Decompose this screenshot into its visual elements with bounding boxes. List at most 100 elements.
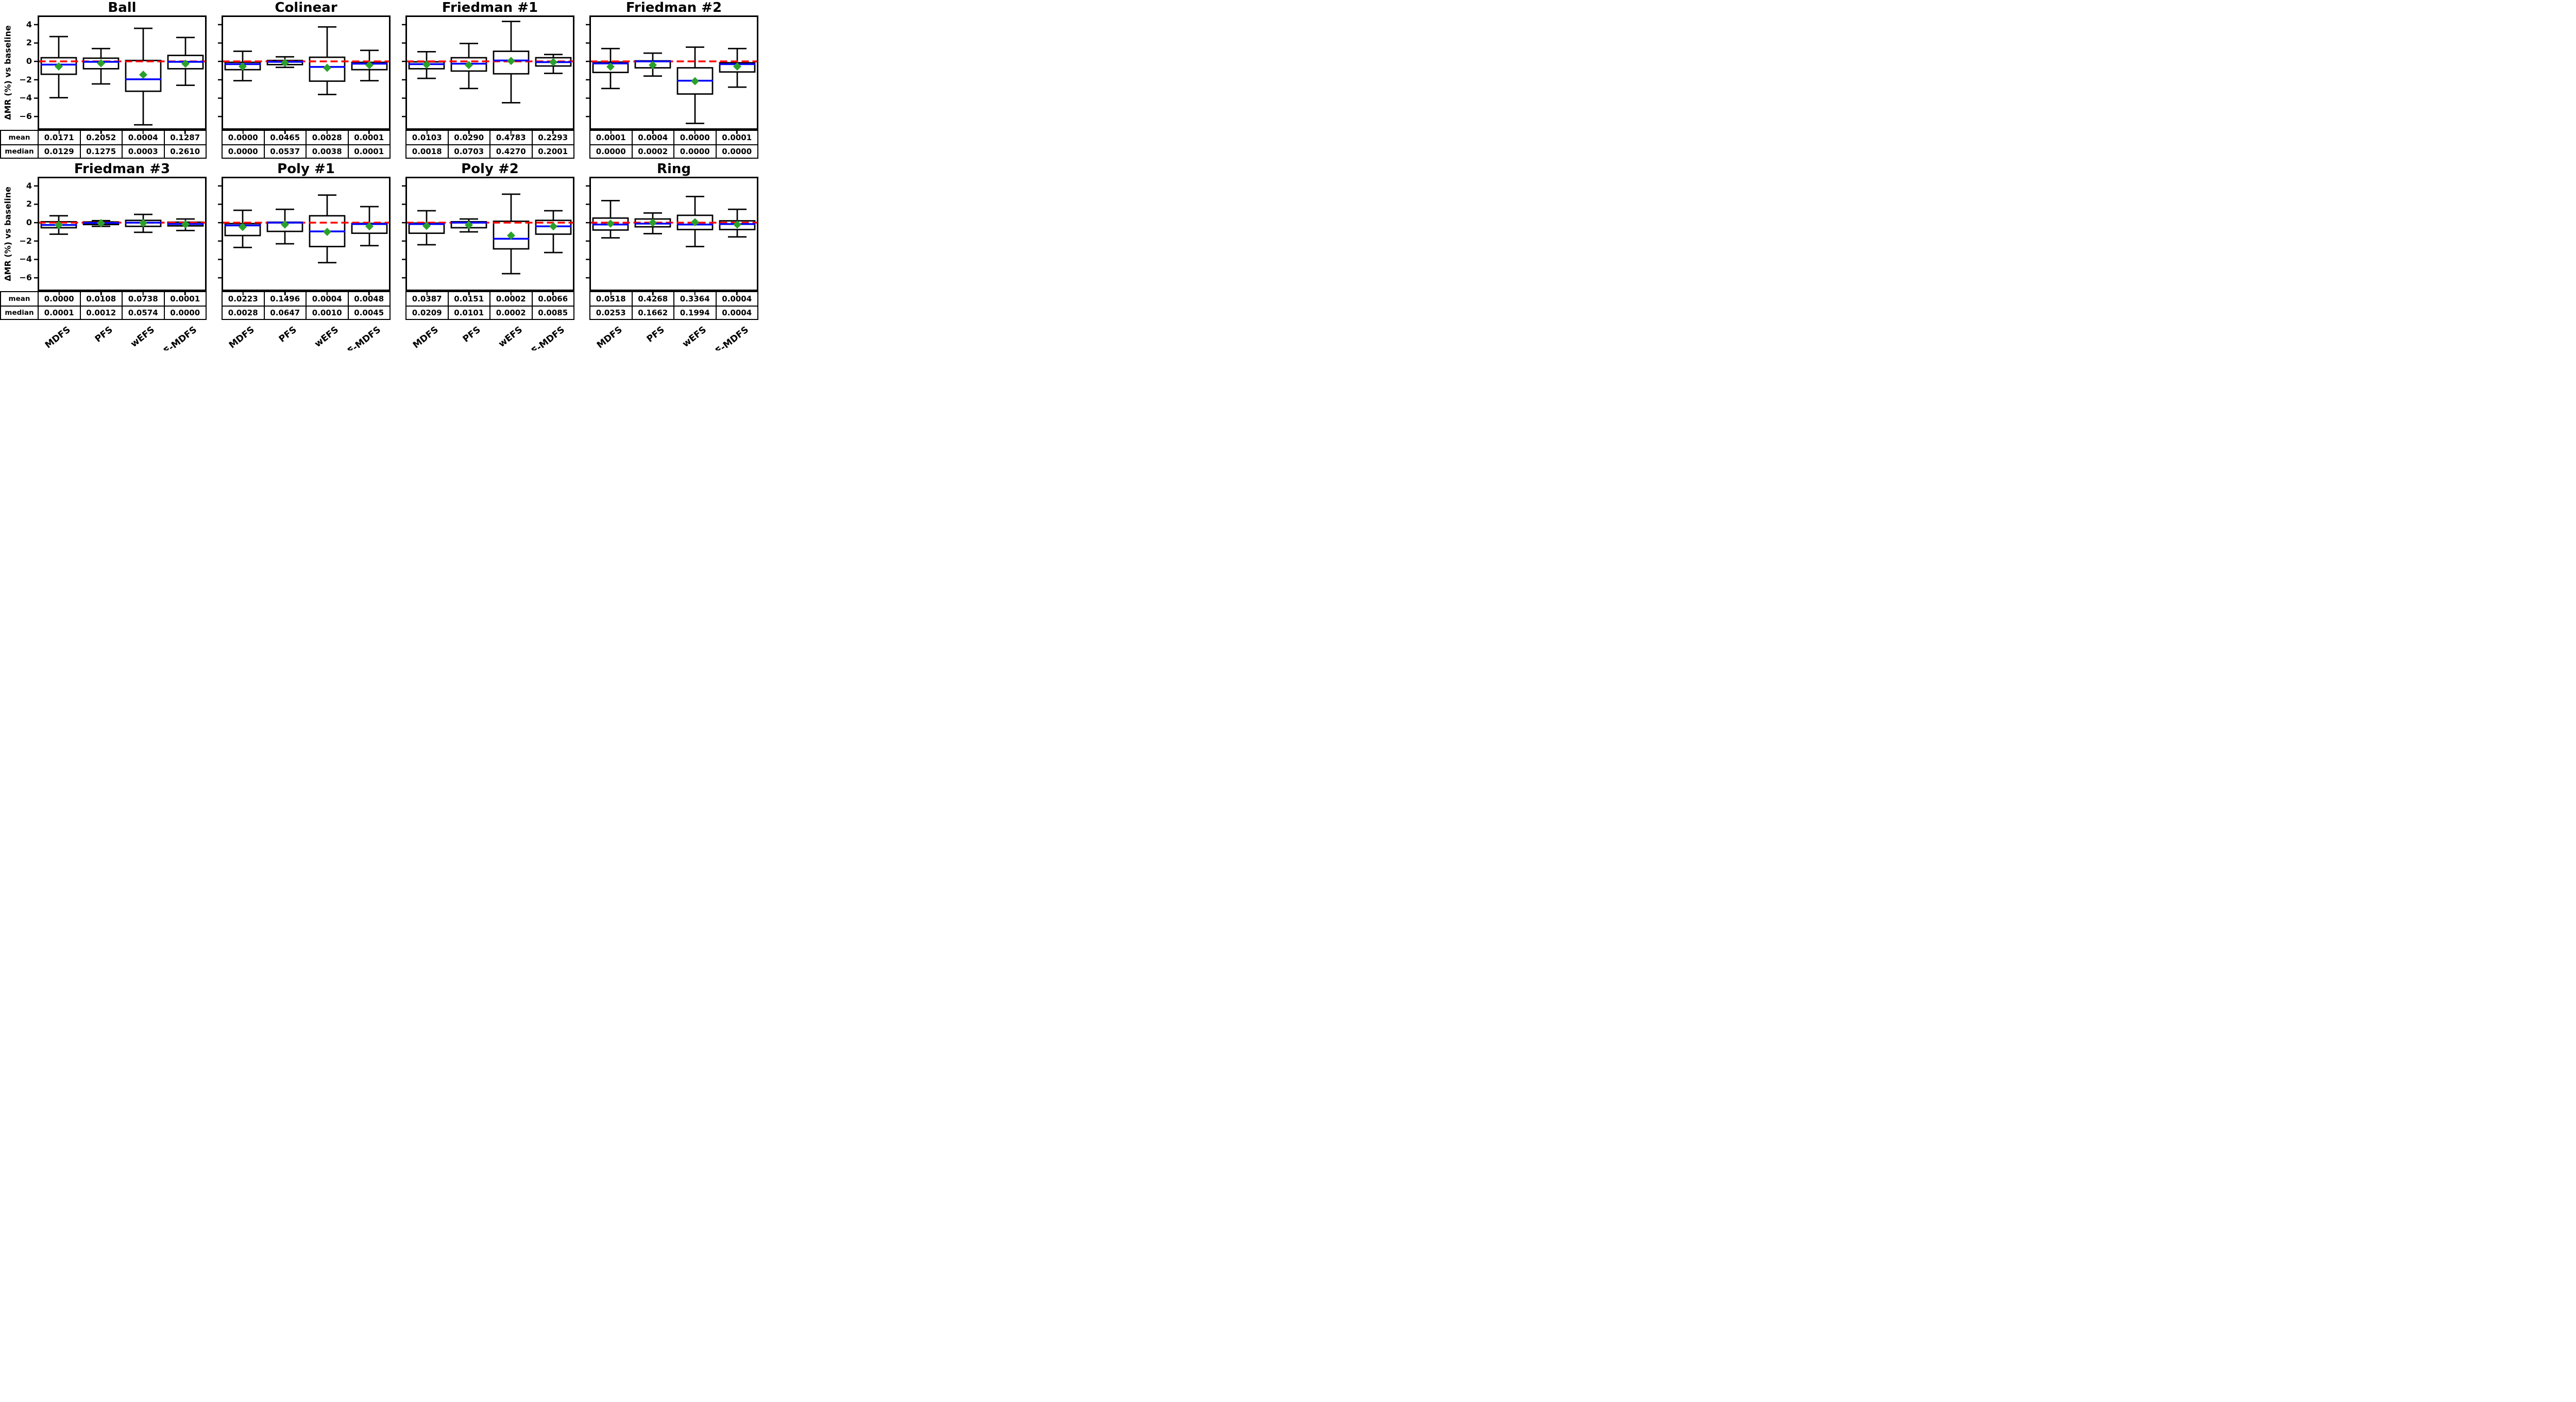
pvalue-cell: 0.0000: [38, 291, 80, 306]
pvalue-table: mean 0.0223 0.1496 0.0004 0.0048 median …: [222, 291, 391, 320]
pvalue-table: mean 0.0518 0.4268 0.3364 0.0004 median …: [589, 291, 758, 320]
x-category-label: MDFS: [43, 325, 73, 350]
axes-border: [38, 177, 207, 291]
pvalue-table: mean 0.0001 0.0004 0.0000 0.0001 median …: [589, 130, 758, 159]
mean-marker: [549, 222, 557, 231]
subplot-title: Poly #2: [461, 161, 519, 177]
pvalue-cell: 0.0038: [306, 144, 348, 159]
mean-marker: [606, 62, 615, 71]
x-category-label: MDFS: [411, 325, 440, 350]
pvalue-cell: 0.0045: [347, 306, 391, 320]
row-header-median: median: [0, 306, 38, 320]
pvalue-cell: 0.0001: [163, 291, 207, 306]
pvalue-cell: 0.0002: [489, 291, 532, 306]
pvalue-cell: 0.0028: [306, 130, 348, 144]
pvalue-table: mean 0.0000 0.0465 0.0028 0.0001 median …: [222, 130, 391, 159]
axes-border: [589, 15, 758, 130]
pvalue-row-median: median 0.0001 0.0012 0.0574 0.0000: [0, 306, 207, 320]
pvalue-cell: 0.4783: [489, 130, 532, 144]
x-category-label: PFS: [645, 325, 667, 345]
pvalue-cell: 0.0465: [263, 130, 306, 144]
mean-marker: [549, 58, 557, 66]
pvalue-row-mean: mean 0.0223 0.1496 0.0004 0.0048: [222, 291, 391, 306]
pvalue-cell: 0.0129: [38, 144, 80, 159]
subplot: Friedman #2 ΔMR (%) vs baseline 420−2−4−…: [586, 1, 758, 159]
pvalue-cell: 0.2001: [531, 144, 574, 159]
y-tick-label: −4: [19, 254, 32, 264]
pvalue-cell: 0.0012: [79, 306, 122, 320]
pvalue-cell: 0.0028: [222, 306, 264, 320]
pvalue-row-mean: mean 0.0000 0.0465 0.0028 0.0001: [222, 130, 391, 144]
box-group-wEFS: [676, 46, 714, 124]
pvalue-cell: 0.0004: [122, 130, 164, 144]
pvalue-row-median: median 0.0209 0.0101 0.0002 0.0085: [405, 306, 574, 320]
pvalue-row-mean: mean 0.0001 0.0004 0.0000 0.0001: [589, 130, 758, 144]
x-category-label: PFS: [277, 325, 299, 345]
mean-marker: [97, 59, 105, 67]
mean-marker: [606, 219, 615, 228]
x-axis-labels: MDFS PFS wEFS RF-MDFS: [589, 321, 758, 350]
pvalue-cell: 0.0223: [222, 291, 264, 306]
axes-border: [38, 15, 207, 130]
pvalue-cell: 0.0002: [631, 144, 673, 159]
y-tick-label: −2: [19, 74, 32, 85]
pvalue-table: mean 0.0000 0.0108 0.0738 0.0001 median …: [0, 291, 207, 320]
iqr-box: [493, 50, 530, 75]
pvalue-table: mean 0.0171 0.2052 0.0004 0.1287 median …: [0, 130, 207, 159]
mean-marker: [55, 62, 63, 71]
subplot: Colinear ΔMR (%) vs baseline 420−2−4−6 m…: [218, 1, 391, 159]
subplot-title: Poly #1: [277, 161, 335, 177]
mean-marker: [691, 218, 699, 227]
pvalue-cell: 0.0002: [489, 306, 532, 320]
row-header-mean: mean: [0, 291, 38, 306]
pvalue-cell: 0.1662: [631, 306, 673, 320]
pvalue-cell: 0.0004: [631, 130, 673, 144]
x-category-label: wEFS: [313, 325, 341, 350]
mean-marker: [465, 61, 473, 70]
mean-marker: [733, 220, 741, 229]
pvalue-cell: 0.0010: [306, 306, 348, 320]
pvalue-cell: 0.0000: [715, 144, 758, 159]
subplot-title: Friedman #1: [442, 0, 538, 15]
y-tick-label: −6: [19, 111, 32, 122]
boxplot-canvas: [34, 15, 207, 130]
mean-marker: [649, 218, 657, 227]
pvalue-cell: 0.0290: [447, 130, 489, 144]
pvalue-cell: 0.0574: [122, 306, 164, 320]
pvalue-cell: 0.3364: [673, 291, 716, 306]
pvalue-cell: 0.0001: [347, 144, 391, 159]
pvalue-cell: 0.0004: [715, 291, 758, 306]
mean-marker: [365, 61, 374, 70]
x-axis-labels: MDFS PFS wEFS RF-MDFS: [222, 321, 391, 350]
y-tick-label: 0: [26, 56, 32, 66]
subplot-title: Ball: [108, 0, 137, 15]
pvalue-cell: 0.0738: [122, 291, 164, 306]
pvalue-cell: 0.0004: [306, 291, 348, 306]
subplot: Poly #2 ΔMR (%) vs baseline 420−2−4−6 me…: [402, 162, 574, 350]
mean-marker: [323, 63, 331, 72]
y-tick-label: 4: [26, 180, 32, 191]
pvalue-cell: 0.4268: [631, 291, 673, 306]
box-group-MDFS: [592, 199, 629, 239]
mean-marker: [55, 221, 63, 229]
mean-marker: [281, 220, 289, 229]
y-tick-label: −4: [19, 93, 32, 103]
pvalue-cell: 0.1287: [163, 130, 207, 144]
mean-marker: [691, 77, 699, 86]
pvalue-cell: 0.4270: [489, 144, 532, 159]
x-category-label: PFS: [93, 325, 115, 345]
pvalue-row-median: median 0.0028 0.0647 0.0010 0.0045: [222, 306, 391, 320]
pvalue-cell: 0.0171: [38, 130, 80, 144]
pvalue-cell: 0.0647: [263, 306, 306, 320]
row-header-mean: mean: [0, 130, 38, 144]
x-category-label: RF-MDFS: [341, 325, 383, 350]
boxplot-canvas: [34, 177, 207, 291]
mean-marker: [422, 222, 431, 230]
pvalue-row-median: median 0.0018 0.0703 0.4270 0.2001: [405, 144, 574, 159]
mean-marker: [239, 62, 247, 71]
y-tick-label: −2: [19, 235, 32, 246]
subplot-title: Friedman #2: [625, 0, 722, 15]
x-category-label: wEFS: [681, 325, 709, 350]
y-tick-label: 4: [26, 19, 32, 29]
boxplot-canvas: [586, 177, 758, 291]
